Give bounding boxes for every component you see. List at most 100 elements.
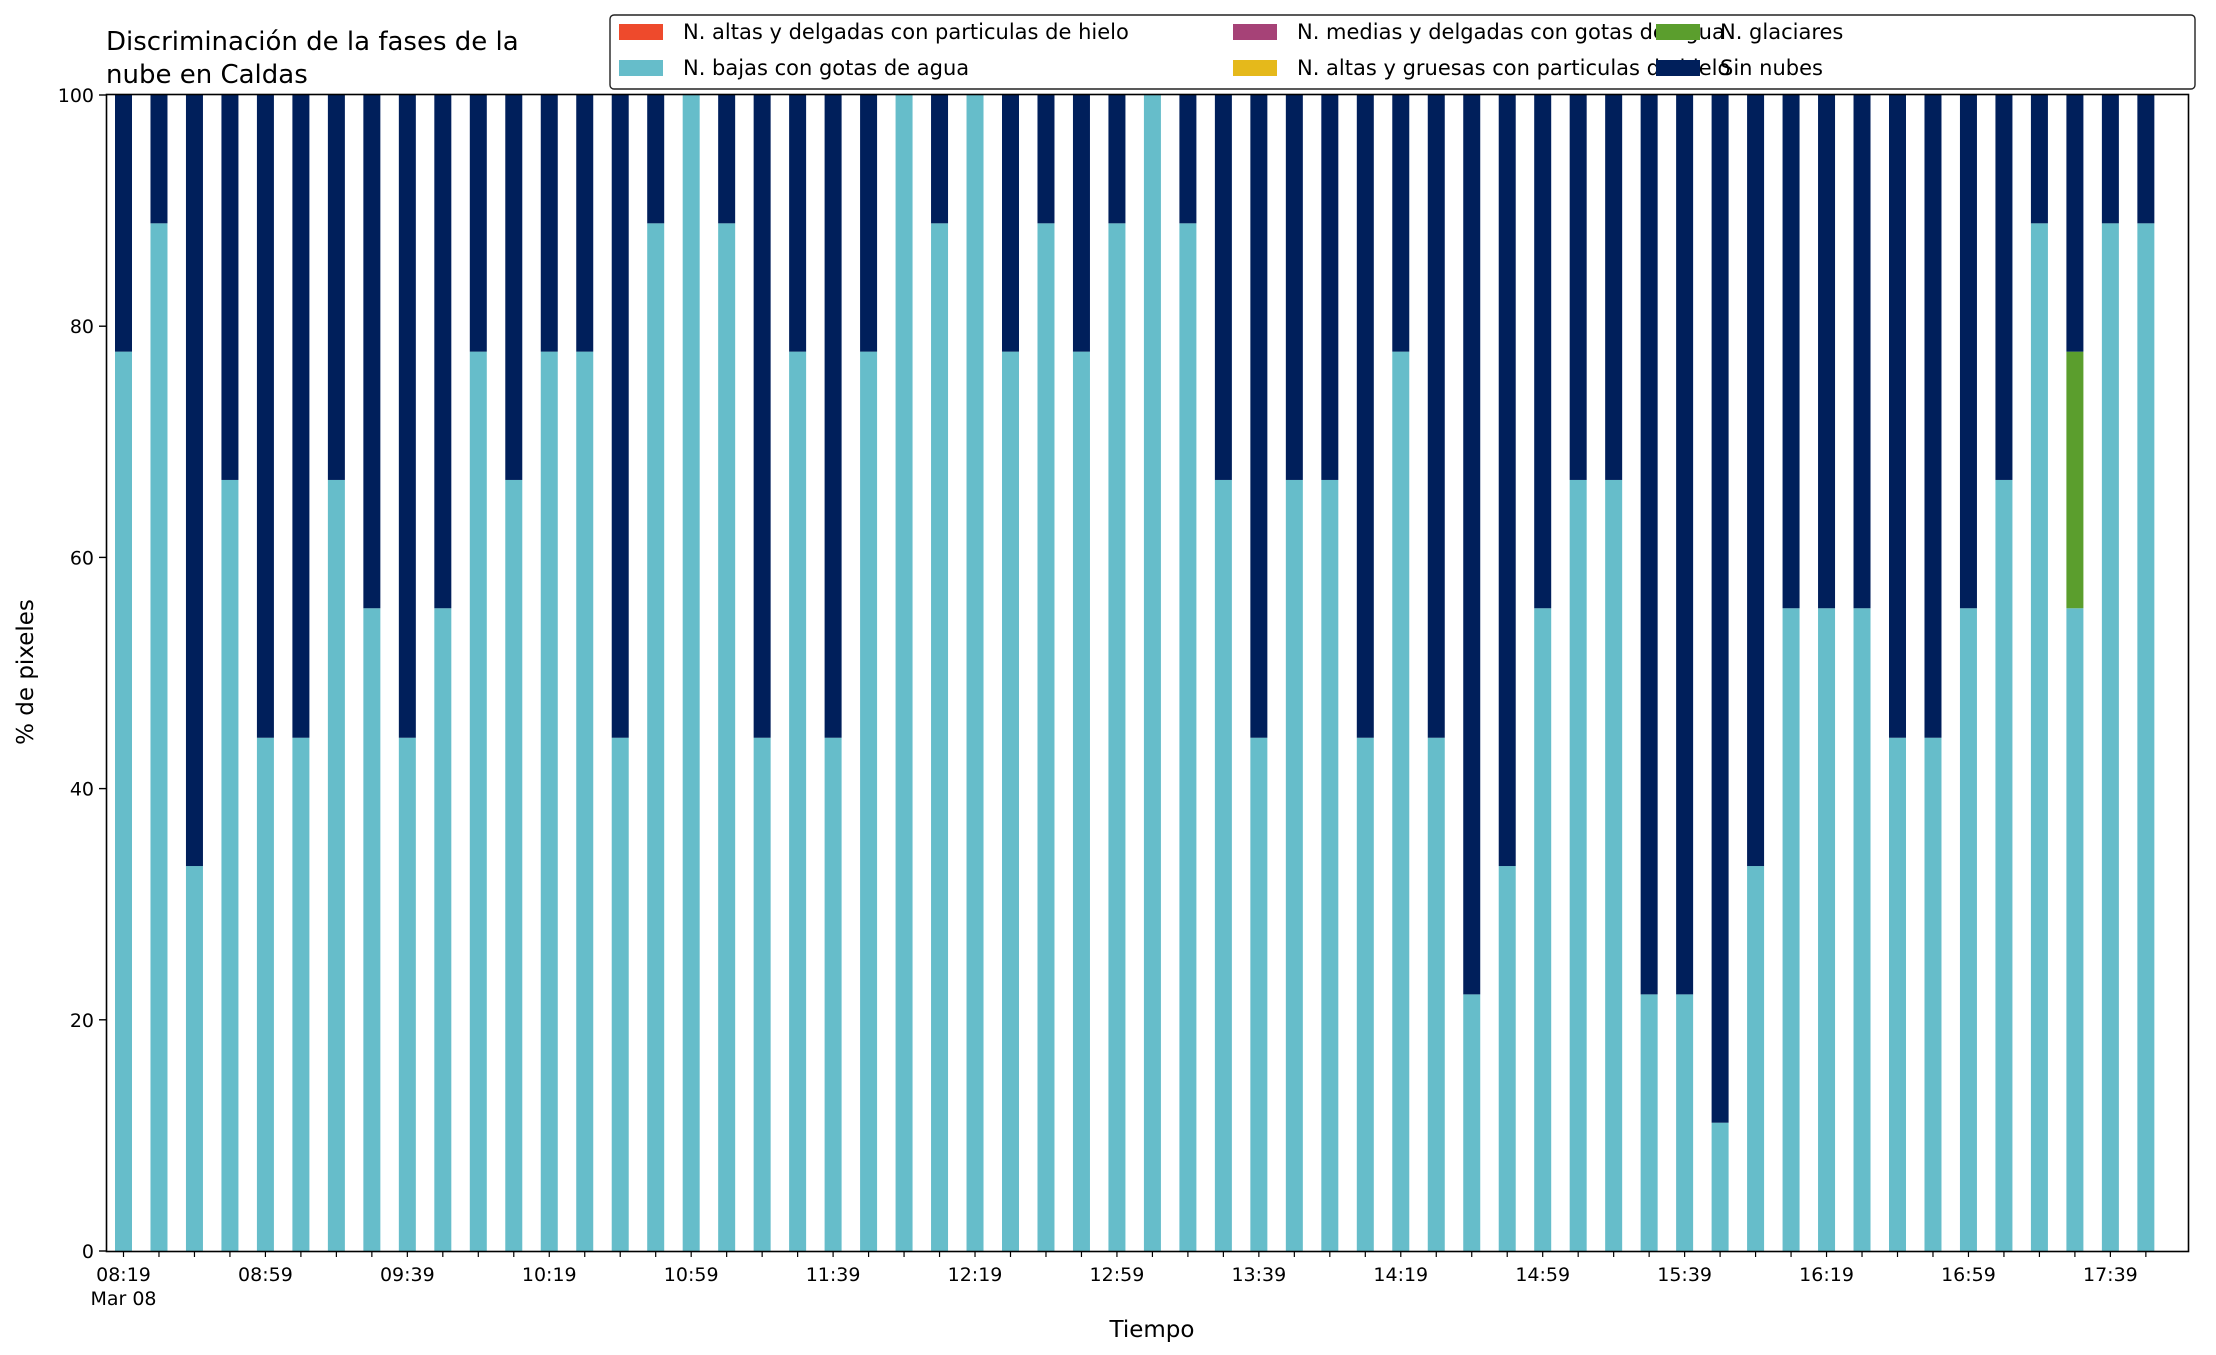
bar-segment <box>256 95 274 738</box>
bar-segment <box>931 223 949 1251</box>
bar-segment <box>1392 351 1410 1251</box>
bar-segment <box>115 95 132 352</box>
bar-segment <box>363 95 381 609</box>
bar-segment <box>2137 95 2155 224</box>
x-tick-label: 12:59 <box>1090 1264 1145 1286</box>
bar-segment <box>434 608 452 1251</box>
bar-segment <box>1605 95 1623 480</box>
bar-segment <box>1889 737 1906 1251</box>
bar-segment <box>1534 608 1552 1251</box>
legend-swatch <box>1656 24 1700 40</box>
y-tick-label: 80 <box>70 316 94 338</box>
bar-segment <box>540 351 558 1251</box>
bar-segment <box>1711 95 1729 1123</box>
x-tick-label: 15:39 <box>1657 1264 1712 1286</box>
bar-segment <box>1427 737 1445 1251</box>
chart-title-line-2: nube en Caldas <box>106 60 308 90</box>
bar-segment <box>1179 95 1197 224</box>
bar-segment <box>1179 223 1197 1251</box>
bar-segment <box>1534 95 1552 609</box>
bar-segment <box>718 223 736 1251</box>
bar-segment <box>256 737 274 1251</box>
bar-segment <box>1037 95 1055 224</box>
legend-swatch <box>619 24 663 40</box>
bar-segment <box>1108 223 1126 1251</box>
legend-swatch <box>619 60 663 76</box>
bar-segment <box>1214 479 1232 1251</box>
legend-swatch <box>1233 24 1277 40</box>
bar-segment <box>2101 223 2119 1251</box>
bars-group <box>115 95 2155 1251</box>
x-tick-label: 11:39 <box>806 1264 861 1286</box>
y-tick-label: 100 <box>58 85 94 107</box>
legend-label: N. glaciares <box>1720 20 1843 44</box>
bar-segment <box>1889 95 1906 738</box>
bar-segment <box>505 479 523 1251</box>
bar-segment <box>1356 95 1374 738</box>
bar-segment <box>1427 95 1445 738</box>
bar-segment <box>1214 95 1232 480</box>
bar-segment <box>1463 994 1481 1251</box>
x-tick-label: 09:39 <box>380 1264 435 1286</box>
x-tick-label: 08:59 <box>238 1264 293 1286</box>
bar-segment <box>1924 737 1942 1251</box>
y-tick-label: 40 <box>70 779 94 801</box>
legend-box <box>609 14 2196 90</box>
bar-segment <box>292 95 310 738</box>
bar-segment <box>2066 608 2084 1251</box>
bar-segment <box>1285 95 1303 480</box>
bar-segment <box>1853 95 1871 609</box>
bar-segment <box>2101 95 2119 224</box>
bar-segment <box>2137 223 2155 1251</box>
bar-segment <box>1995 95 2013 480</box>
bar-segment <box>1072 351 1090 1251</box>
x-tick-label: 12:19 <box>948 1264 1003 1286</box>
bar-segment <box>1818 608 1836 1251</box>
x-tick-sublabel: Mar 08 <box>90 1288 156 1310</box>
bar-segment <box>1037 223 1055 1251</box>
x-tick-label: 13:39 <box>1231 1264 1286 1286</box>
bar-segment <box>363 608 381 1251</box>
bar-segment <box>895 95 913 1251</box>
x-tick-label: 14:19 <box>1373 1264 1428 1286</box>
bar-segment <box>824 737 842 1251</box>
bar-segment <box>1640 95 1658 995</box>
x-tick-label: 17:39 <box>2083 1264 2138 1286</box>
bar-segment <box>1392 95 1410 352</box>
bar-segment <box>398 737 416 1251</box>
bar-segment <box>327 479 345 1251</box>
x-tick-label: 08:19 <box>96 1264 151 1286</box>
bar-segment <box>789 95 807 352</box>
x-axis-title: Tiempo <box>1109 1317 1195 1343</box>
legend-label: Sin nubes <box>1720 56 1823 80</box>
bar-segment <box>1498 95 1516 867</box>
bar-segment <box>860 351 878 1251</box>
bar-segment <box>576 95 594 352</box>
bar-segment <box>1285 479 1303 1251</box>
bar-segment <box>221 95 239 480</box>
bar-segment <box>1605 479 1623 1251</box>
bar-segment <box>576 351 594 1251</box>
bar-segment <box>1676 994 1694 1251</box>
bar-segment <box>221 479 239 1251</box>
x-tick-label: 14:59 <box>1515 1264 1570 1286</box>
bar-segment <box>753 737 771 1251</box>
y-axis: 0 20 40 60 80 100 <box>58 85 106 1263</box>
bar-segment <box>753 95 771 738</box>
bar-segment <box>469 95 487 352</box>
bar-segment <box>1924 95 1942 738</box>
bar-segment <box>2066 351 2084 609</box>
bar-segment <box>1711 1122 1729 1251</box>
bar-segment <box>505 95 523 480</box>
x-tick-label: 10:59 <box>664 1264 719 1286</box>
bar-segment <box>1250 737 1268 1251</box>
bar-segment <box>2030 223 2048 1251</box>
bar-segment <box>1747 866 1765 1251</box>
bar-segment <box>1250 95 1268 738</box>
x-tick-label: 16:59 <box>1941 1264 1996 1286</box>
bar-segment <box>1569 479 1587 1251</box>
bar-segment <box>1498 866 1516 1251</box>
bar-segment <box>647 95 665 224</box>
